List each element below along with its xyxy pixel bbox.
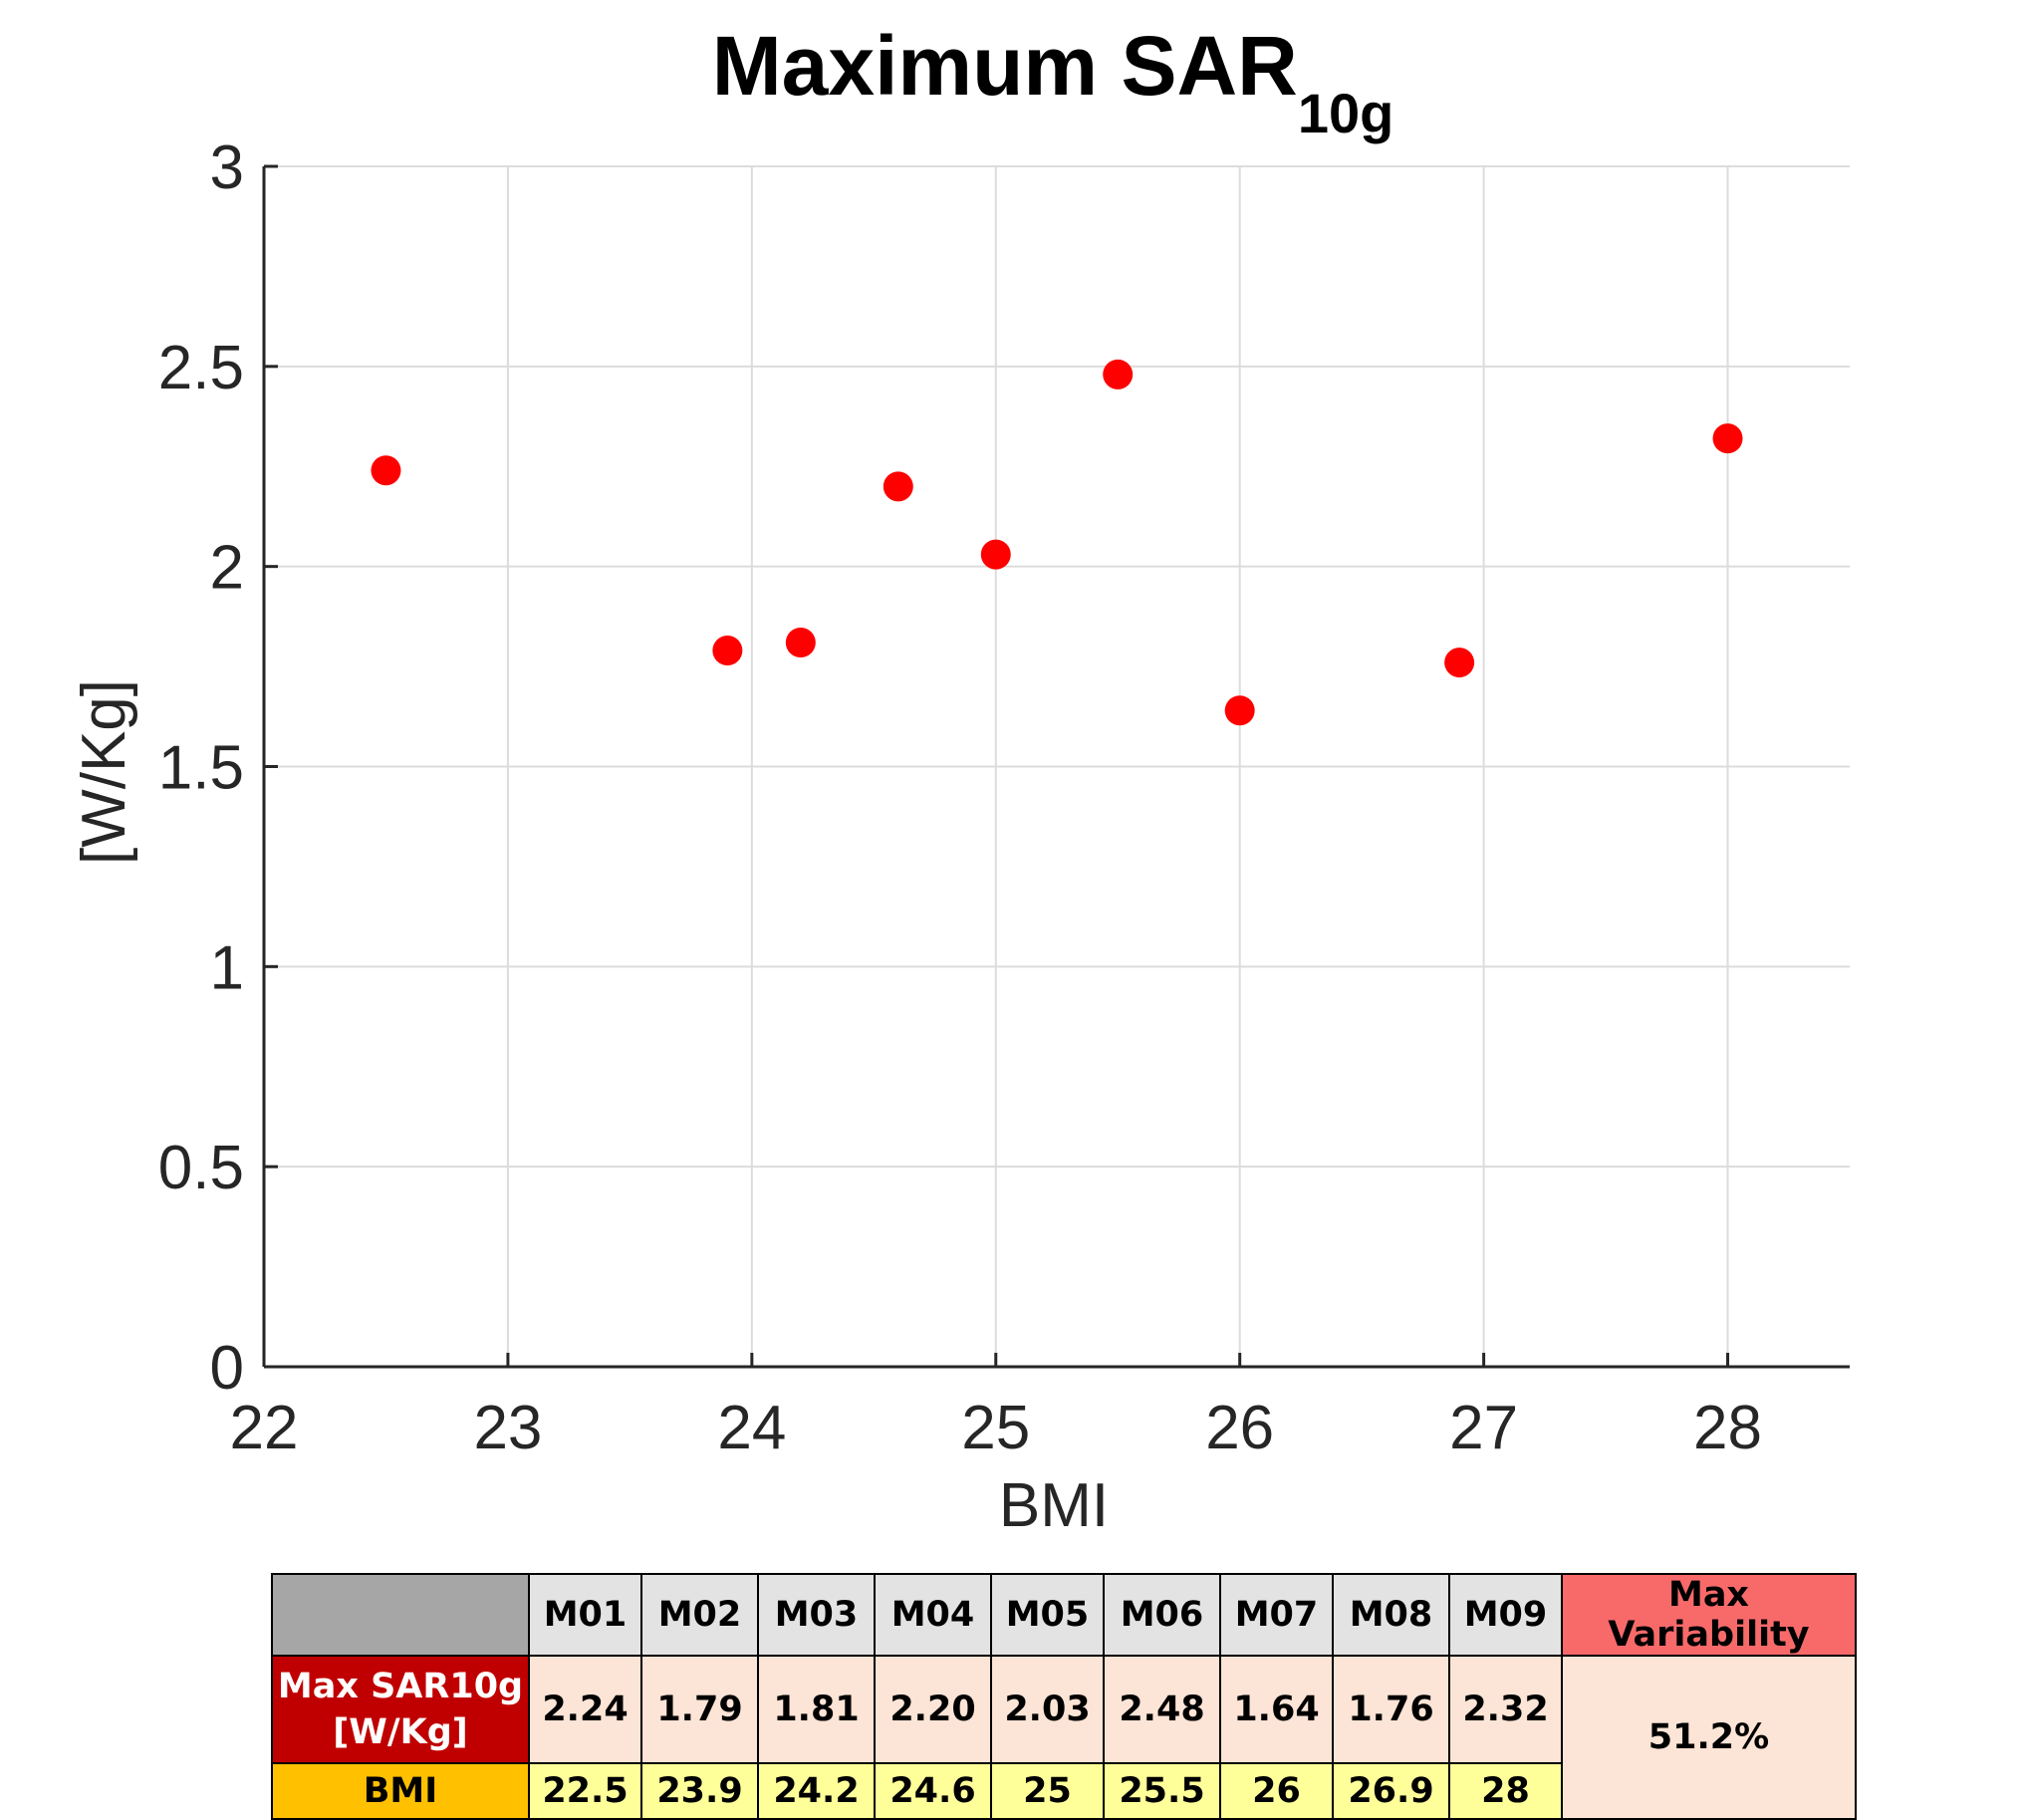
- sar-value-cell: 1.79: [640, 1655, 759, 1764]
- chart-title-main: Maximum SAR: [712, 19, 1298, 113]
- bmi-value-cell: 26: [1219, 1762, 1334, 1820]
- summary-table: M01 M02 M03 M04 M05 M06 M07 M08 M09 Max …: [271, 1573, 1857, 1820]
- sar-row-label: Max SAR10g [W/Kg]: [271, 1655, 530, 1764]
- bmi-row-label: BMI: [271, 1762, 530, 1820]
- table-header-model: M08: [1332, 1573, 1450, 1657]
- table-corner-cell: [271, 1573, 530, 1657]
- table-row-sar: Max SAR10g [W/Kg] 2.24 1.79 1.81 2.20 2.0…: [271, 1655, 1857, 1820]
- data-points: [371, 359, 1743, 726]
- y-tick-label: 3: [210, 133, 244, 202]
- x-tick-label: 27: [1449, 1394, 1518, 1462]
- table-header-row: M01 M02 M03 M04 M05 M06 M07 M08 M09 Max …: [271, 1573, 1857, 1657]
- sar-value-cell: 2.03: [990, 1655, 1105, 1764]
- table-header-model: M07: [1219, 1573, 1334, 1657]
- bmi-value-cell: 28: [1448, 1762, 1563, 1820]
- y-tick-label: 2.5: [158, 334, 244, 402]
- y-axis-label: [W/Kg]: [70, 679, 138, 865]
- y-tick-label: 0.5: [158, 1134, 244, 1202]
- y-tick-label: 1: [210, 933, 244, 1002]
- bmi-value-cell: 22.5: [528, 1762, 642, 1820]
- table-header-model: M02: [640, 1573, 759, 1657]
- y-tick-label: 2: [210, 534, 244, 603]
- sar-value-cell: 2.20: [874, 1655, 992, 1764]
- sar-value-cell: 2.48: [1103, 1655, 1221, 1764]
- sar-value-cell: 2.24: [528, 1655, 642, 1764]
- sar-label-line2: [W/Kg]: [333, 1712, 468, 1752]
- data-point: [980, 539, 1011, 570]
- x-tick-label: 23: [473, 1394, 542, 1462]
- data-point: [1224, 695, 1255, 726]
- data-point: [712, 636, 743, 666]
- chart-title-subscript: 10g: [1298, 82, 1394, 144]
- tick-labels: 22 23 24 25 26 27 28 0 0.5 1 1.5 2 2.5 3: [158, 133, 1762, 1462]
- x-tick-label: 24: [717, 1394, 786, 1462]
- table-header-model: M01: [528, 1573, 642, 1657]
- data-point: [1103, 359, 1134, 390]
- y-tick-label: 0: [210, 1334, 244, 1403]
- scatter-chart: Maximum SAR10g 22 23 24 25 26 27 28 0 0.5 1 1.5 2 2.…: [70, 19, 1850, 1540]
- max-variability-value: 51.2%: [1561, 1655, 1857, 1820]
- data-point: [371, 455, 401, 486]
- data-point: [1444, 648, 1475, 678]
- x-tick-label: 25: [961, 1394, 1030, 1462]
- x-tick-label: 22: [230, 1394, 299, 1462]
- bmi-value-cell: 26.9: [1332, 1762, 1450, 1820]
- sar-value-cell: 1.81: [757, 1655, 876, 1764]
- max-variability-header: Max Variability: [1561, 1573, 1857, 1657]
- sar-value-cell: 1.64: [1219, 1655, 1334, 1764]
- data-point: [883, 471, 913, 502]
- table-header-model: M06: [1103, 1573, 1221, 1657]
- sar-label-line1: Max SAR10g: [277, 1667, 524, 1706]
- grid: [264, 165, 1850, 1367]
- x-tick-label: 28: [1693, 1394, 1762, 1462]
- table-header-model: M03: [757, 1573, 876, 1657]
- axes: [262, 164, 1850, 1369]
- bmi-value-cell: 23.9: [640, 1762, 759, 1820]
- table-header-model: M09: [1448, 1573, 1563, 1657]
- sar-value-cell: 1.76: [1332, 1655, 1450, 1764]
- chart-title: Maximum SAR10g: [712, 19, 1394, 144]
- bmi-value-cell: 25: [990, 1762, 1105, 1820]
- data-point: [785, 627, 816, 657]
- y-tick-label: 1.5: [158, 734, 244, 803]
- x-tick-label: 26: [1205, 1394, 1274, 1462]
- bmi-value-cell: 24.6: [874, 1762, 992, 1820]
- data-point: [1712, 423, 1743, 454]
- x-axis-label: BMI: [999, 1471, 1109, 1540]
- bmi-value-cell: 25.5: [1103, 1762, 1221, 1820]
- table-header-model: M05: [990, 1573, 1105, 1657]
- sar-value-cell: 2.32: [1448, 1655, 1563, 1764]
- bmi-value-cell: 24.2: [757, 1762, 876, 1820]
- table-header-model: M04: [874, 1573, 992, 1657]
